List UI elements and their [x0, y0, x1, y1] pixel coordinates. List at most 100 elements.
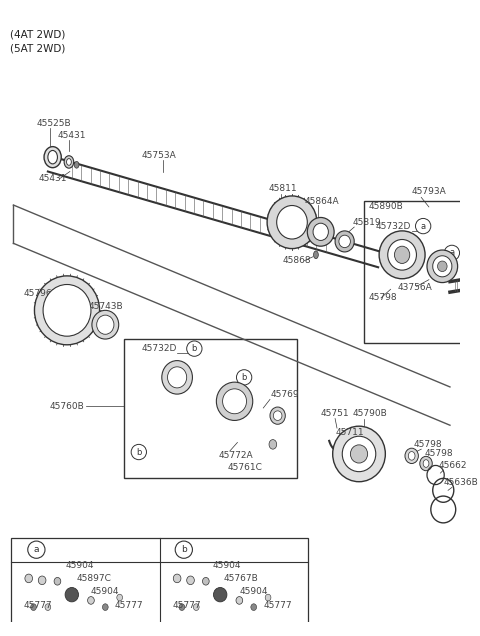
Text: 45897C: 45897C: [77, 574, 111, 583]
Text: a: a: [449, 249, 455, 258]
Ellipse shape: [168, 367, 187, 388]
Ellipse shape: [388, 240, 417, 270]
Text: 45890B: 45890B: [369, 202, 403, 211]
Text: 45904: 45904: [65, 562, 94, 570]
Text: b: b: [136, 448, 142, 457]
Ellipse shape: [92, 310, 119, 339]
Ellipse shape: [420, 457, 432, 471]
Circle shape: [187, 341, 202, 356]
Ellipse shape: [67, 158, 72, 165]
Ellipse shape: [38, 576, 46, 584]
Ellipse shape: [405, 448, 419, 464]
Ellipse shape: [48, 151, 58, 164]
Ellipse shape: [45, 604, 51, 611]
Text: 45798: 45798: [369, 293, 397, 302]
Ellipse shape: [269, 439, 276, 449]
Ellipse shape: [203, 577, 209, 585]
Ellipse shape: [74, 162, 79, 168]
Bar: [364, 201, 480, 343]
Ellipse shape: [339, 235, 350, 247]
Ellipse shape: [438, 261, 447, 272]
Ellipse shape: [25, 574, 33, 583]
Text: 45431: 45431: [58, 130, 86, 140]
Text: 45753A: 45753A: [142, 151, 177, 160]
Circle shape: [237, 370, 252, 385]
Circle shape: [131, 445, 146, 460]
Text: 45743B: 45743B: [88, 302, 123, 311]
Ellipse shape: [335, 231, 354, 252]
Text: 45777: 45777: [24, 601, 52, 610]
Ellipse shape: [216, 382, 253, 420]
Ellipse shape: [236, 597, 243, 604]
Text: 45777: 45777: [115, 601, 144, 610]
Text: b: b: [241, 373, 247, 382]
Ellipse shape: [44, 147, 61, 168]
Ellipse shape: [273, 411, 282, 420]
Text: 45864A: 45864A: [304, 197, 339, 205]
Ellipse shape: [333, 426, 385, 481]
Ellipse shape: [102, 604, 108, 611]
Text: 45711: 45711: [335, 429, 364, 438]
Text: 45431: 45431: [38, 174, 67, 183]
Ellipse shape: [379, 231, 425, 279]
Text: 45777: 45777: [263, 601, 292, 610]
Ellipse shape: [395, 246, 410, 263]
Ellipse shape: [193, 604, 199, 611]
Text: 43756A: 43756A: [397, 283, 432, 292]
Ellipse shape: [162, 361, 192, 394]
Ellipse shape: [43, 284, 91, 336]
Ellipse shape: [276, 205, 307, 239]
Ellipse shape: [350, 445, 368, 463]
Text: 45732D: 45732D: [375, 221, 411, 231]
Ellipse shape: [270, 407, 285, 424]
Ellipse shape: [87, 597, 94, 604]
Ellipse shape: [307, 218, 334, 246]
Bar: [12, 538, 308, 625]
Ellipse shape: [427, 250, 457, 282]
Circle shape: [175, 541, 192, 558]
Ellipse shape: [472, 282, 479, 290]
Ellipse shape: [96, 315, 114, 335]
Text: 45793A: 45793A: [412, 187, 446, 196]
Text: (5AT 2WD): (5AT 2WD): [10, 43, 65, 53]
Text: 45525B: 45525B: [36, 119, 71, 128]
Text: b: b: [192, 344, 197, 353]
Ellipse shape: [117, 594, 122, 601]
Circle shape: [416, 218, 431, 234]
Ellipse shape: [187, 576, 194, 584]
Ellipse shape: [433, 256, 452, 277]
Circle shape: [247, 399, 252, 404]
Ellipse shape: [64, 156, 74, 168]
Ellipse shape: [470, 280, 480, 293]
Ellipse shape: [65, 588, 79, 602]
Text: 45732D: 45732D: [142, 344, 177, 353]
Text: b: b: [181, 545, 187, 554]
Text: 45772A: 45772A: [218, 452, 253, 460]
Ellipse shape: [267, 196, 317, 249]
Text: 45767B: 45767B: [224, 574, 259, 583]
Circle shape: [444, 245, 459, 261]
Text: 45904: 45904: [240, 587, 268, 597]
Ellipse shape: [54, 577, 61, 585]
Circle shape: [28, 541, 45, 558]
Text: 45811: 45811: [268, 184, 297, 193]
Text: 45819: 45819: [352, 218, 381, 227]
Ellipse shape: [223, 389, 247, 414]
Text: 45777: 45777: [172, 601, 201, 610]
Text: 45761C: 45761C: [228, 463, 263, 472]
Ellipse shape: [35, 276, 99, 345]
Ellipse shape: [342, 436, 376, 472]
Ellipse shape: [173, 574, 181, 583]
Ellipse shape: [214, 588, 227, 602]
Text: 45904: 45904: [91, 587, 120, 597]
Text: 45751: 45751: [321, 409, 349, 418]
Ellipse shape: [251, 604, 257, 611]
Text: 45796B: 45796B: [24, 289, 59, 298]
Text: 45636B: 45636B: [443, 478, 478, 487]
Ellipse shape: [423, 460, 429, 467]
Text: 45760B: 45760B: [50, 401, 84, 411]
Ellipse shape: [31, 604, 36, 611]
Text: 45769: 45769: [271, 390, 300, 399]
Text: 45662: 45662: [438, 461, 467, 470]
Bar: [124, 339, 297, 478]
